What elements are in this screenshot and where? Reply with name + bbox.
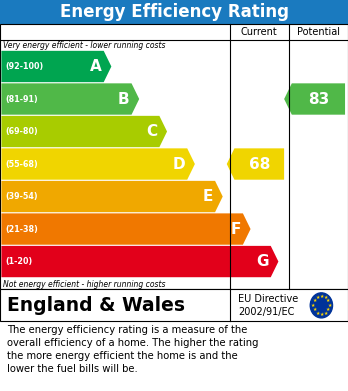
Bar	[0, 24, 348, 289]
Text: (55-68): (55-68)	[6, 160, 38, 169]
Text: 68: 68	[248, 156, 270, 172]
Polygon shape	[1, 148, 195, 180]
Text: ★: ★	[319, 294, 324, 299]
Text: C: C	[146, 124, 157, 139]
Text: G: G	[256, 254, 269, 269]
Text: Not energy efficient - higher running costs: Not energy efficient - higher running co…	[3, 280, 166, 289]
Text: Current: Current	[241, 27, 278, 37]
Text: ★: ★	[323, 311, 327, 316]
Polygon shape	[284, 83, 345, 115]
Text: D: D	[173, 156, 185, 172]
Polygon shape	[227, 148, 284, 180]
Text: E: E	[203, 189, 213, 204]
Text: F: F	[230, 222, 241, 237]
Text: EU Directive
2002/91/EC: EU Directive 2002/91/EC	[238, 294, 299, 317]
Text: ★: ★	[311, 303, 316, 308]
Polygon shape	[1, 51, 111, 82]
Polygon shape	[1, 116, 167, 147]
Circle shape	[310, 293, 333, 318]
Text: (21-38): (21-38)	[6, 224, 38, 233]
Polygon shape	[1, 213, 251, 245]
Text: Very energy efficient - lower running costs: Very energy efficient - lower running co…	[3, 41, 166, 50]
Text: ★: ★	[315, 295, 319, 300]
Text: ★: ★	[327, 303, 332, 308]
Text: 83: 83	[308, 91, 329, 106]
Text: The energy efficiency rating is a measure of the
overall efficiency of a home. T: The energy efficiency rating is a measur…	[7, 325, 259, 374]
Text: ★: ★	[319, 312, 324, 317]
Bar	[0, 289, 348, 321]
Text: ★: ★	[312, 307, 317, 312]
Bar	[0, 0, 348, 24]
Text: Energy Efficiency Rating: Energy Efficiency Rating	[60, 3, 288, 21]
Text: (69-80): (69-80)	[6, 127, 38, 136]
Polygon shape	[1, 246, 278, 277]
Text: ★: ★	[326, 307, 331, 312]
Text: ★: ★	[312, 298, 317, 303]
Text: ★: ★	[323, 295, 327, 300]
Text: B: B	[118, 91, 129, 106]
Text: A: A	[90, 59, 102, 74]
Text: (81-91): (81-91)	[6, 95, 38, 104]
Text: ★: ★	[315, 311, 319, 316]
Text: ★: ★	[326, 298, 331, 303]
Text: (92-100): (92-100)	[6, 62, 44, 71]
Polygon shape	[1, 83, 139, 115]
Text: (39-54): (39-54)	[6, 192, 38, 201]
Text: England & Wales: England & Wales	[7, 296, 185, 315]
Text: Potential: Potential	[297, 27, 340, 37]
Text: (1-20): (1-20)	[6, 257, 33, 266]
Polygon shape	[1, 181, 223, 212]
